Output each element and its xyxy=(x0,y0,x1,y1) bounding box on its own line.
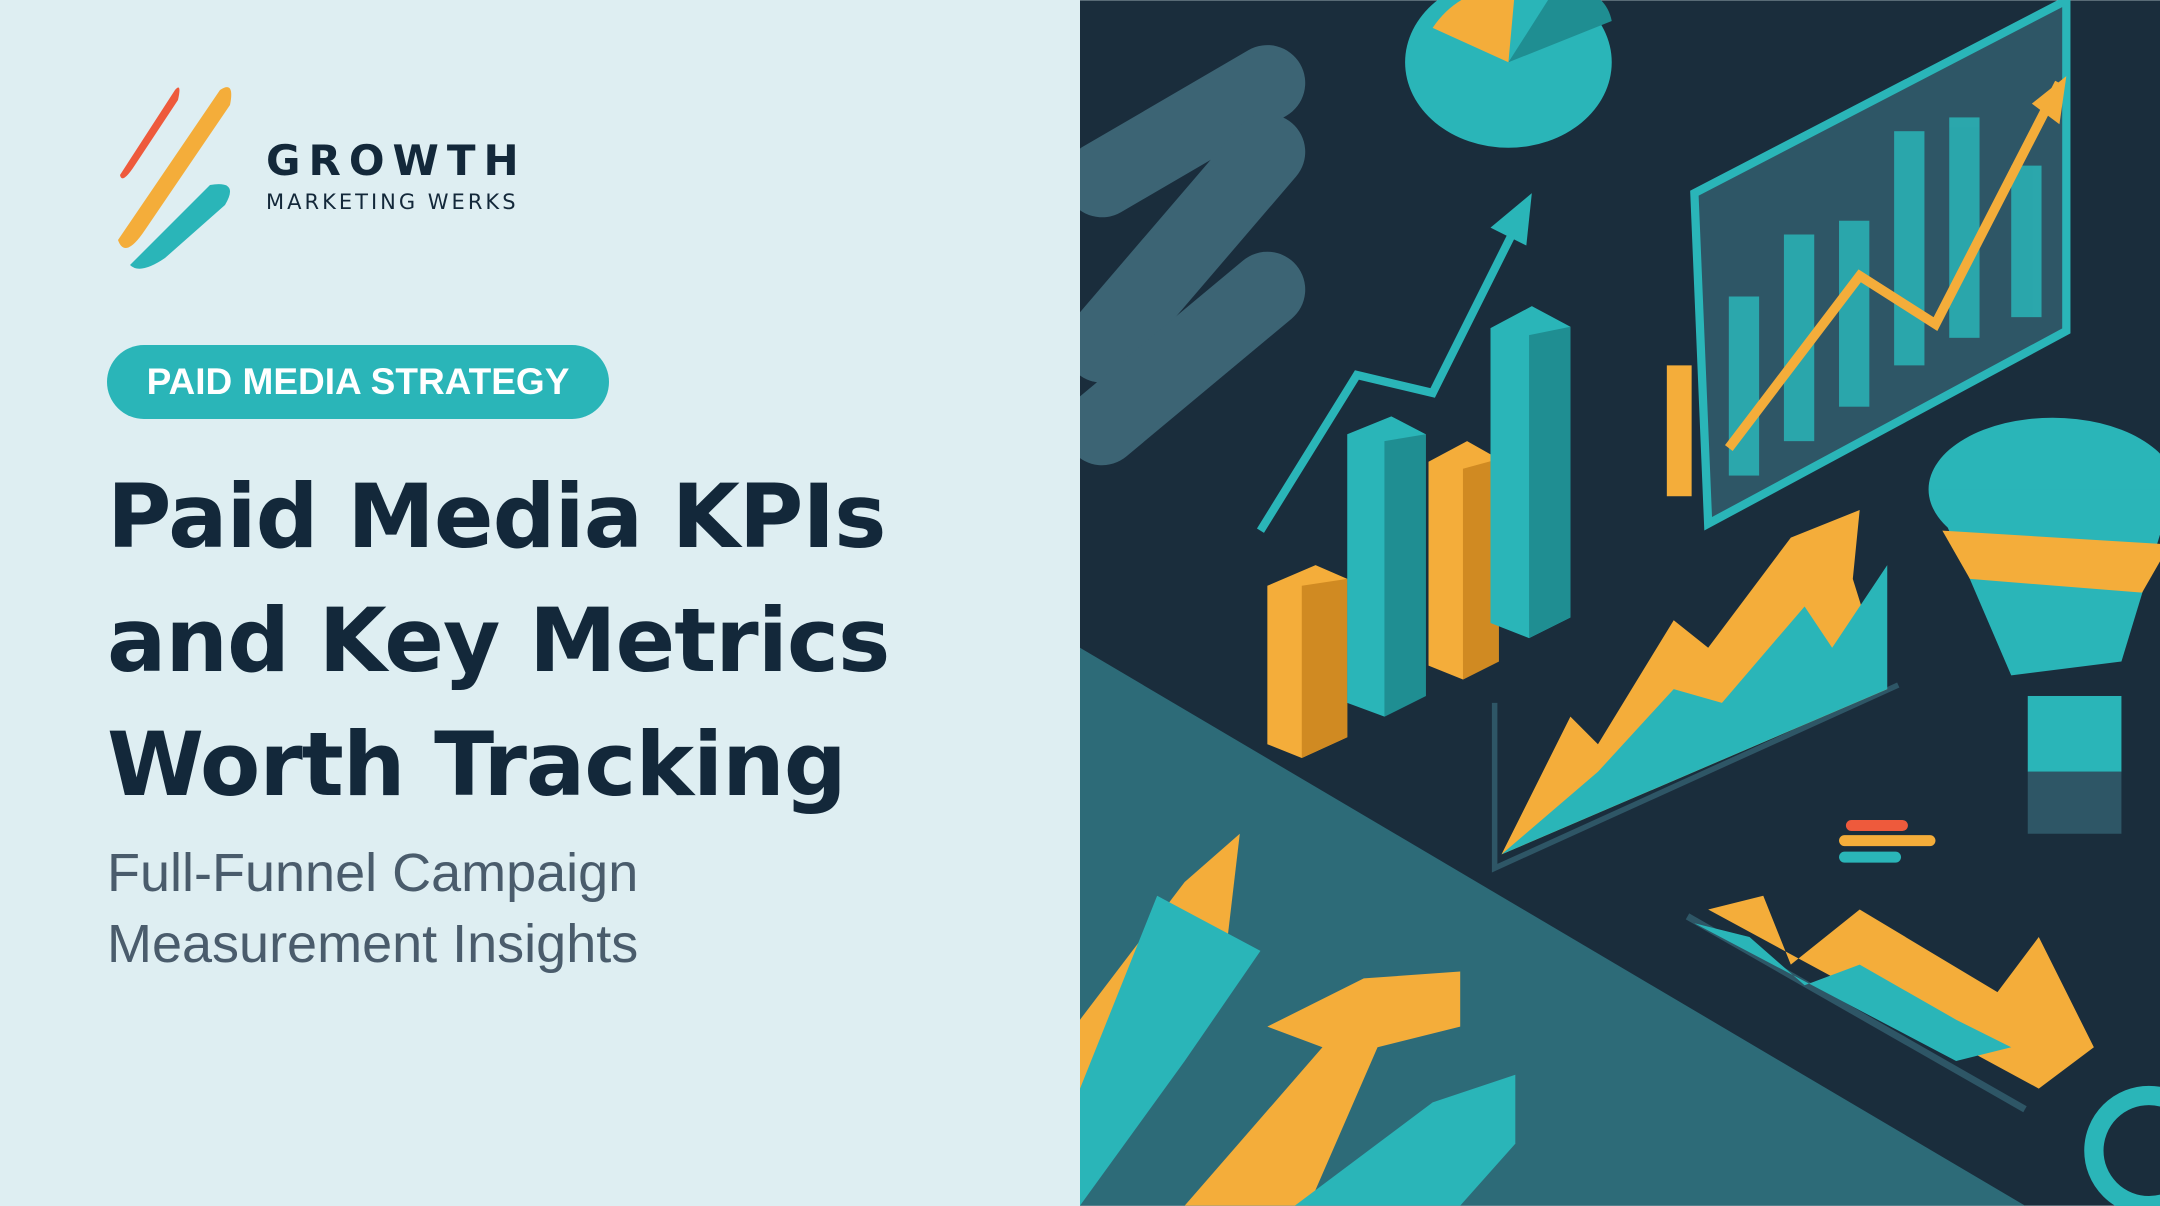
brand-name: GROWTH xyxy=(266,136,527,185)
illustration xyxy=(1080,0,2160,1206)
subtitle: Full-Funnel Campaign Measurement Insight… xyxy=(107,838,638,980)
logo-mark xyxy=(118,87,232,269)
text-panel: GROWTH MARKETING WERKS PAID MEDIA STRATE… xyxy=(107,87,891,980)
subtitle-line: Full-Funnel Campaign xyxy=(107,843,639,903)
headline-line: Worth Tracking xyxy=(107,713,847,816)
headline-line: and Key Metrics xyxy=(107,589,890,692)
headline-line: Paid Media KPIs xyxy=(107,465,887,568)
headline: Paid Media KPIs and Key Metrics Worth Tr… xyxy=(107,455,890,827)
brand-tagline: MARKETING WERKS xyxy=(266,190,519,214)
category-tag: PAID MEDIA STRATEGY xyxy=(107,345,609,419)
subtitle-line: Measurement Insights xyxy=(107,914,639,974)
